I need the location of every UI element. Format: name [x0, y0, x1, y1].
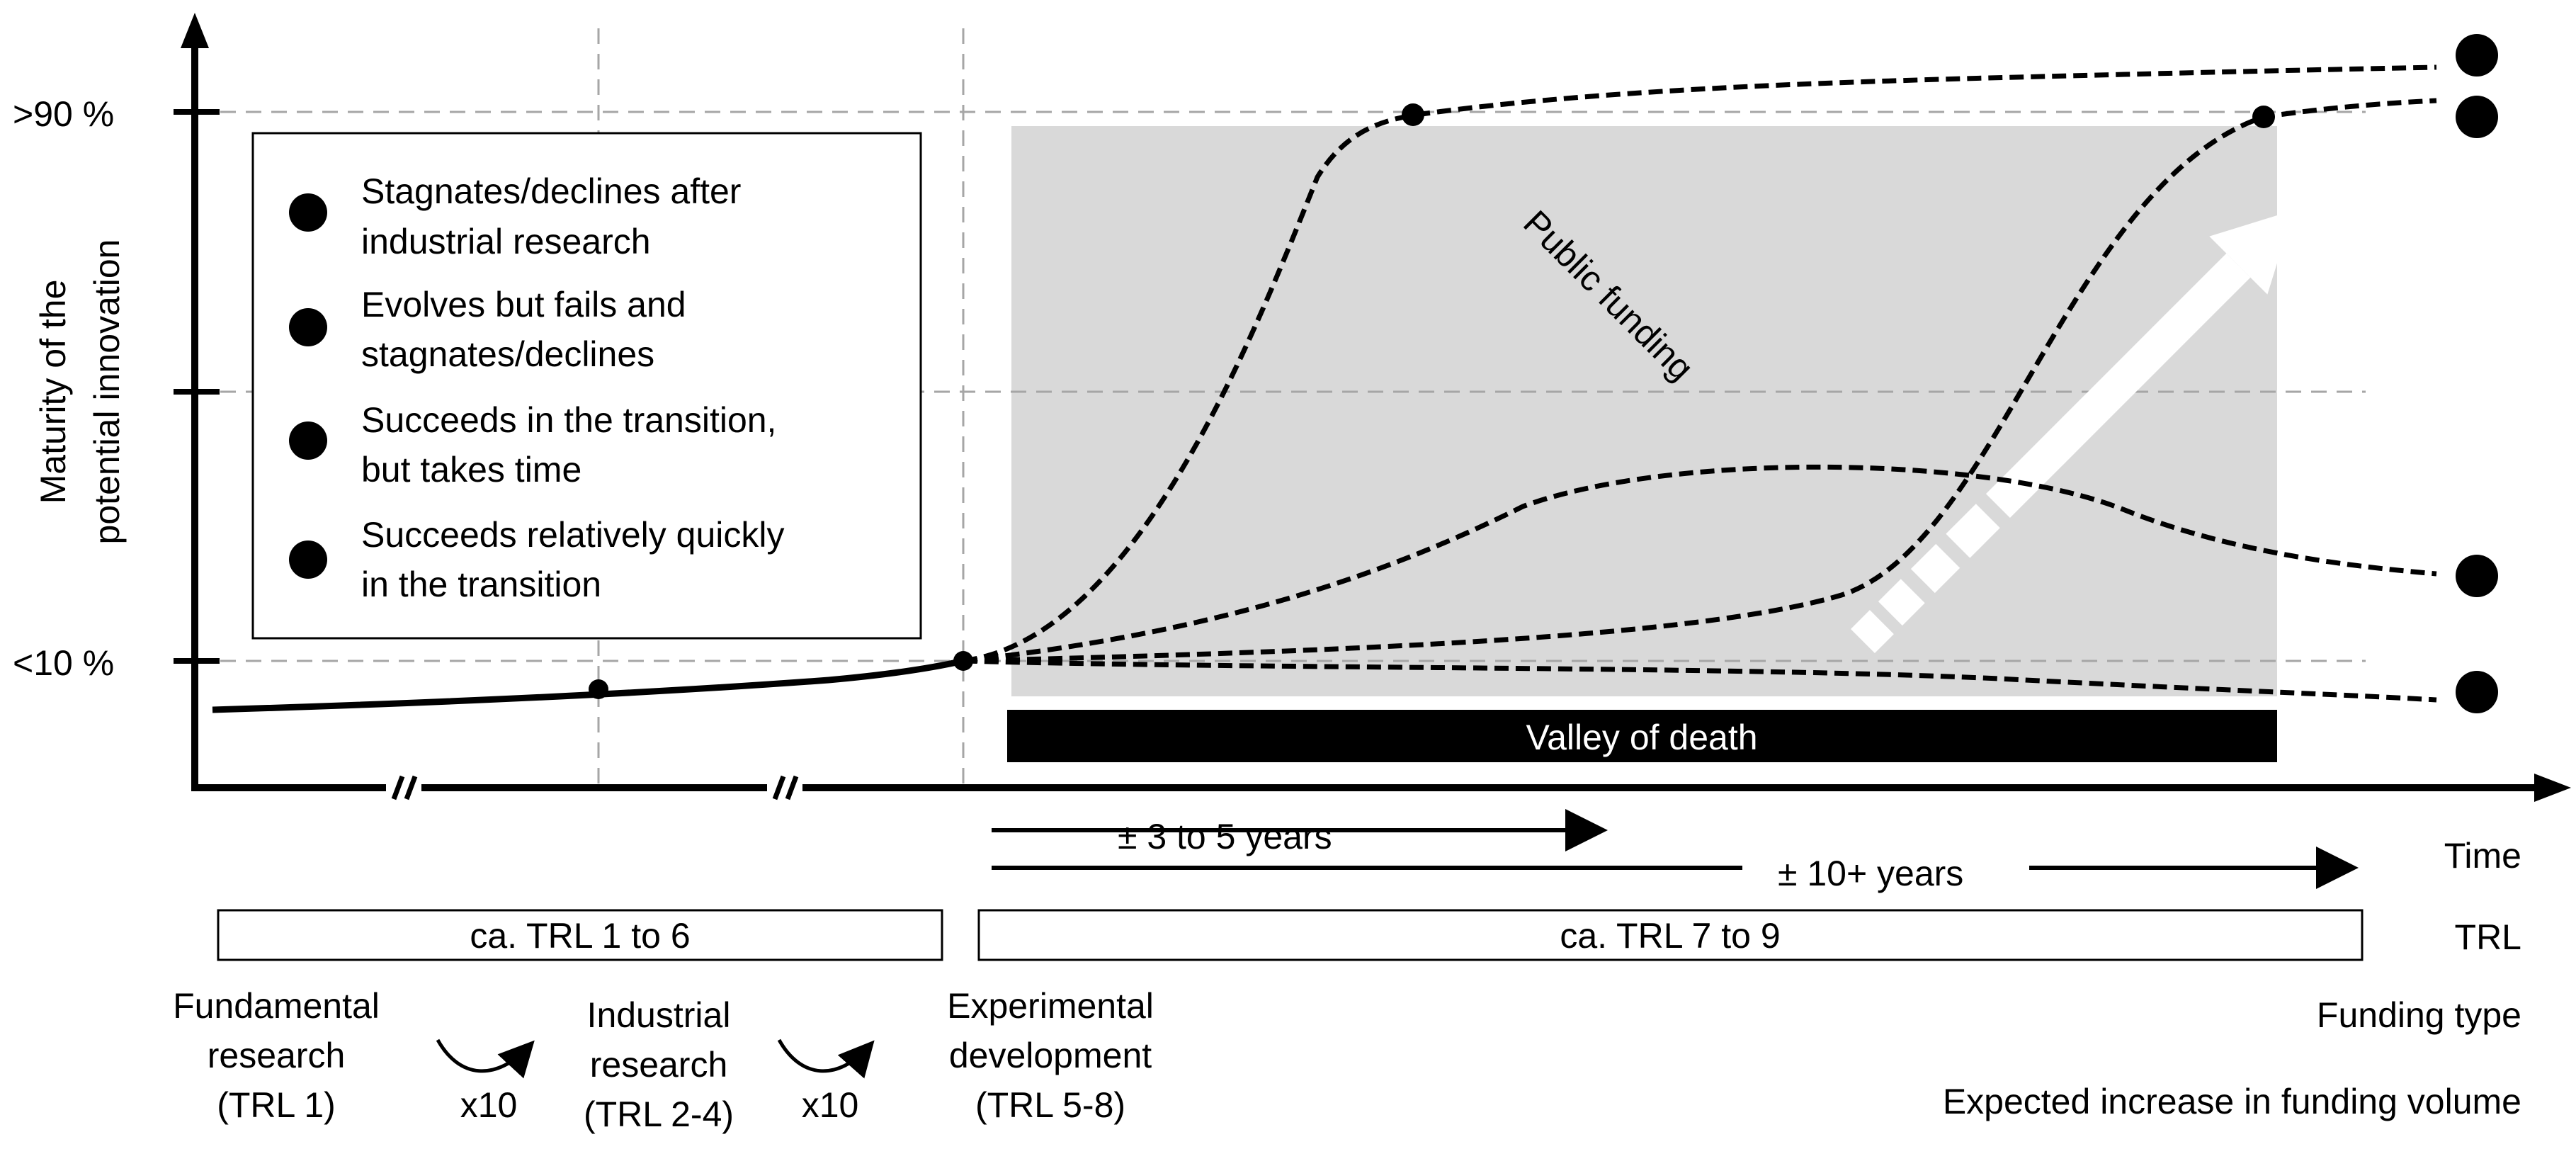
y-tick-label-top: >90 % [13, 94, 114, 134]
axis-break-2-slash-a [772, 775, 786, 800]
funding-arrow-dash-2 [1910, 543, 1961, 594]
funding-arrow-head [2209, 210, 2294, 295]
legend-text-4a: Succeeds relatively quickly [361, 515, 785, 555]
legend-text-4b: in the transition [361, 565, 601, 604]
point-industrial [589, 679, 608, 699]
stage-fundamental: Fundamental research (TRL 1) [173, 986, 380, 1125]
legend-text-3a: Succeeds in the transition, [361, 400, 776, 440]
curve-end-number-3: 3 [2468, 99, 2486, 136]
curve-1 [963, 658, 2437, 703]
stage-industrial-line3: (TRL 2-4) [584, 1094, 734, 1134]
timeline-short-label: ± 3 to 5 years [1118, 817, 1332, 856]
curve-end-marker-3 [2456, 96, 2498, 138]
axes [191, 39, 2543, 791]
funding-arrow-dash-3 [1878, 579, 1925, 626]
trl-right-label: ca. TRL 7 to 9 [1560, 916, 1780, 956]
axis-break-1 [386, 775, 421, 800]
public-funding-arrow [1851, 210, 2294, 653]
stage-experimental-line1: Experimental [947, 986, 1154, 1026]
curve-end-number-4: 4 [2468, 38, 2486, 74]
row-label-time: Time [2444, 836, 2521, 876]
curve-end-marker-4 [2456, 34, 2498, 77]
y-axis-arrow-head [181, 13, 209, 48]
axis-break-1-gap [386, 778, 421, 798]
multiplier-arrow-1 [436, 1038, 535, 1079]
row-label-trl: TRL [2455, 917, 2521, 957]
legend-item-2: 2 Evolves but fails and stagnates/declin… [289, 285, 686, 374]
stage-industrial: Industrial research (TRL 2-4) [584, 995, 734, 1134]
stage-fundamental-line2: research [208, 1036, 346, 1075]
valley-region [1011, 126, 2277, 696]
valley-of-death-bar [1007, 710, 2277, 762]
stage-industrial-line1: Industrial [587, 995, 731, 1035]
axis-break-2 [767, 775, 802, 800]
x-axis-arrow-head [2534, 774, 2571, 802]
curve-end-marker-1 [2456, 671, 2498, 713]
stage-fundamental-line1: Fundamental [173, 986, 380, 1026]
legend-number-4: 4 [299, 541, 317, 578]
trl-right-box [977, 909, 2364, 961]
legend-number-3: 3 [299, 422, 317, 459]
curve-end-marker-2 [2456, 555, 2498, 597]
funding-arrow-shaft [1985, 253, 2251, 519]
timeline-long-label: ± 10+ years [1778, 854, 1963, 893]
point-curve-4-top [1402, 103, 1424, 126]
legend-item-3: 3 Succeeds in the transition, but takes … [289, 400, 776, 489]
legend-item-1: 1 Stagnates/declines after industrial re… [289, 171, 741, 261]
stage-experimental: Experimental development (TRL 5-8) [947, 986, 1154, 1125]
legend-text-1a: Stagnates/declines after [361, 171, 741, 211]
legend-number-1: 1 [299, 194, 317, 231]
legend-marker-1 [289, 193, 327, 232]
valley-of-death-label: Valley of death [1526, 718, 1757, 757]
axis-break-1-slash-b [404, 775, 418, 800]
y-tick-label-bottom: <10 % [13, 643, 114, 683]
trl-left-label: ca. TRL 1 to 6 [470, 916, 690, 956]
curve-4 [963, 64, 2437, 664]
trajectory-curves [963, 64, 2437, 703]
stage-industrial-line2: research [590, 1045, 728, 1085]
legend-marker-2 [289, 308, 327, 346]
stage-fundamental-line3: (TRL 1) [217, 1085, 336, 1125]
timeline-long-label-gap [1753, 847, 2008, 889]
legend-box [251, 132, 922, 640]
legend-text-2b: stagnates/declines [361, 334, 654, 374]
y-axis-label-line2: potential innovation [87, 239, 127, 545]
legend-marker-4 [289, 540, 327, 579]
row-label-funding-volume: Expected increase in funding volume [1943, 1082, 2521, 1121]
axis-break-2-slash-b [785, 775, 799, 800]
legend: 1 Stagnates/declines after industrial re… [289, 171, 785, 604]
legend-number-2: 2 [299, 309, 317, 346]
legend-text-2a: Evolves but fails and [361, 285, 686, 324]
axis-break-2-gap [767, 778, 802, 798]
curve-2 [963, 464, 2437, 664]
stage-experimental-line3: (TRL 5-8) [975, 1085, 1125, 1125]
legend-text-3b: but takes time [361, 450, 581, 489]
curve-end-number-1: 1 [2468, 674, 2486, 711]
funding-arrow-dash-1 [1946, 504, 2000, 558]
curve-end-number-2: 2 [2468, 558, 2486, 595]
y-axis-ticks [174, 109, 220, 664]
curve-end-markers: 4 3 2 1 [2456, 34, 2498, 713]
multiplier-arrow-2 [777, 1038, 875, 1079]
curve-3 [963, 98, 2437, 664]
point-experimental [953, 651, 973, 671]
funding-arrow-dash-4 [1851, 610, 1894, 653]
legend-marker-3 [289, 421, 327, 460]
trl-left-box [217, 909, 943, 961]
axis-break-1-slash-a [391, 775, 405, 800]
multiplier-label-2: x10 [802, 1085, 859, 1125]
early-trajectory [212, 657, 964, 713]
multiplier-label-1: x10 [460, 1085, 518, 1125]
row-label-funding-type: Funding type [2317, 995, 2521, 1035]
stage-experimental-line2: development [949, 1036, 1152, 1075]
point-curve-3-top [2252, 106, 2275, 128]
legend-text-1b: industrial research [361, 222, 651, 261]
legend-item-4: 4 Succeeds relatively quickly in the tra… [289, 515, 785, 604]
y-axis-label-line1: Maturity of the [33, 280, 73, 504]
